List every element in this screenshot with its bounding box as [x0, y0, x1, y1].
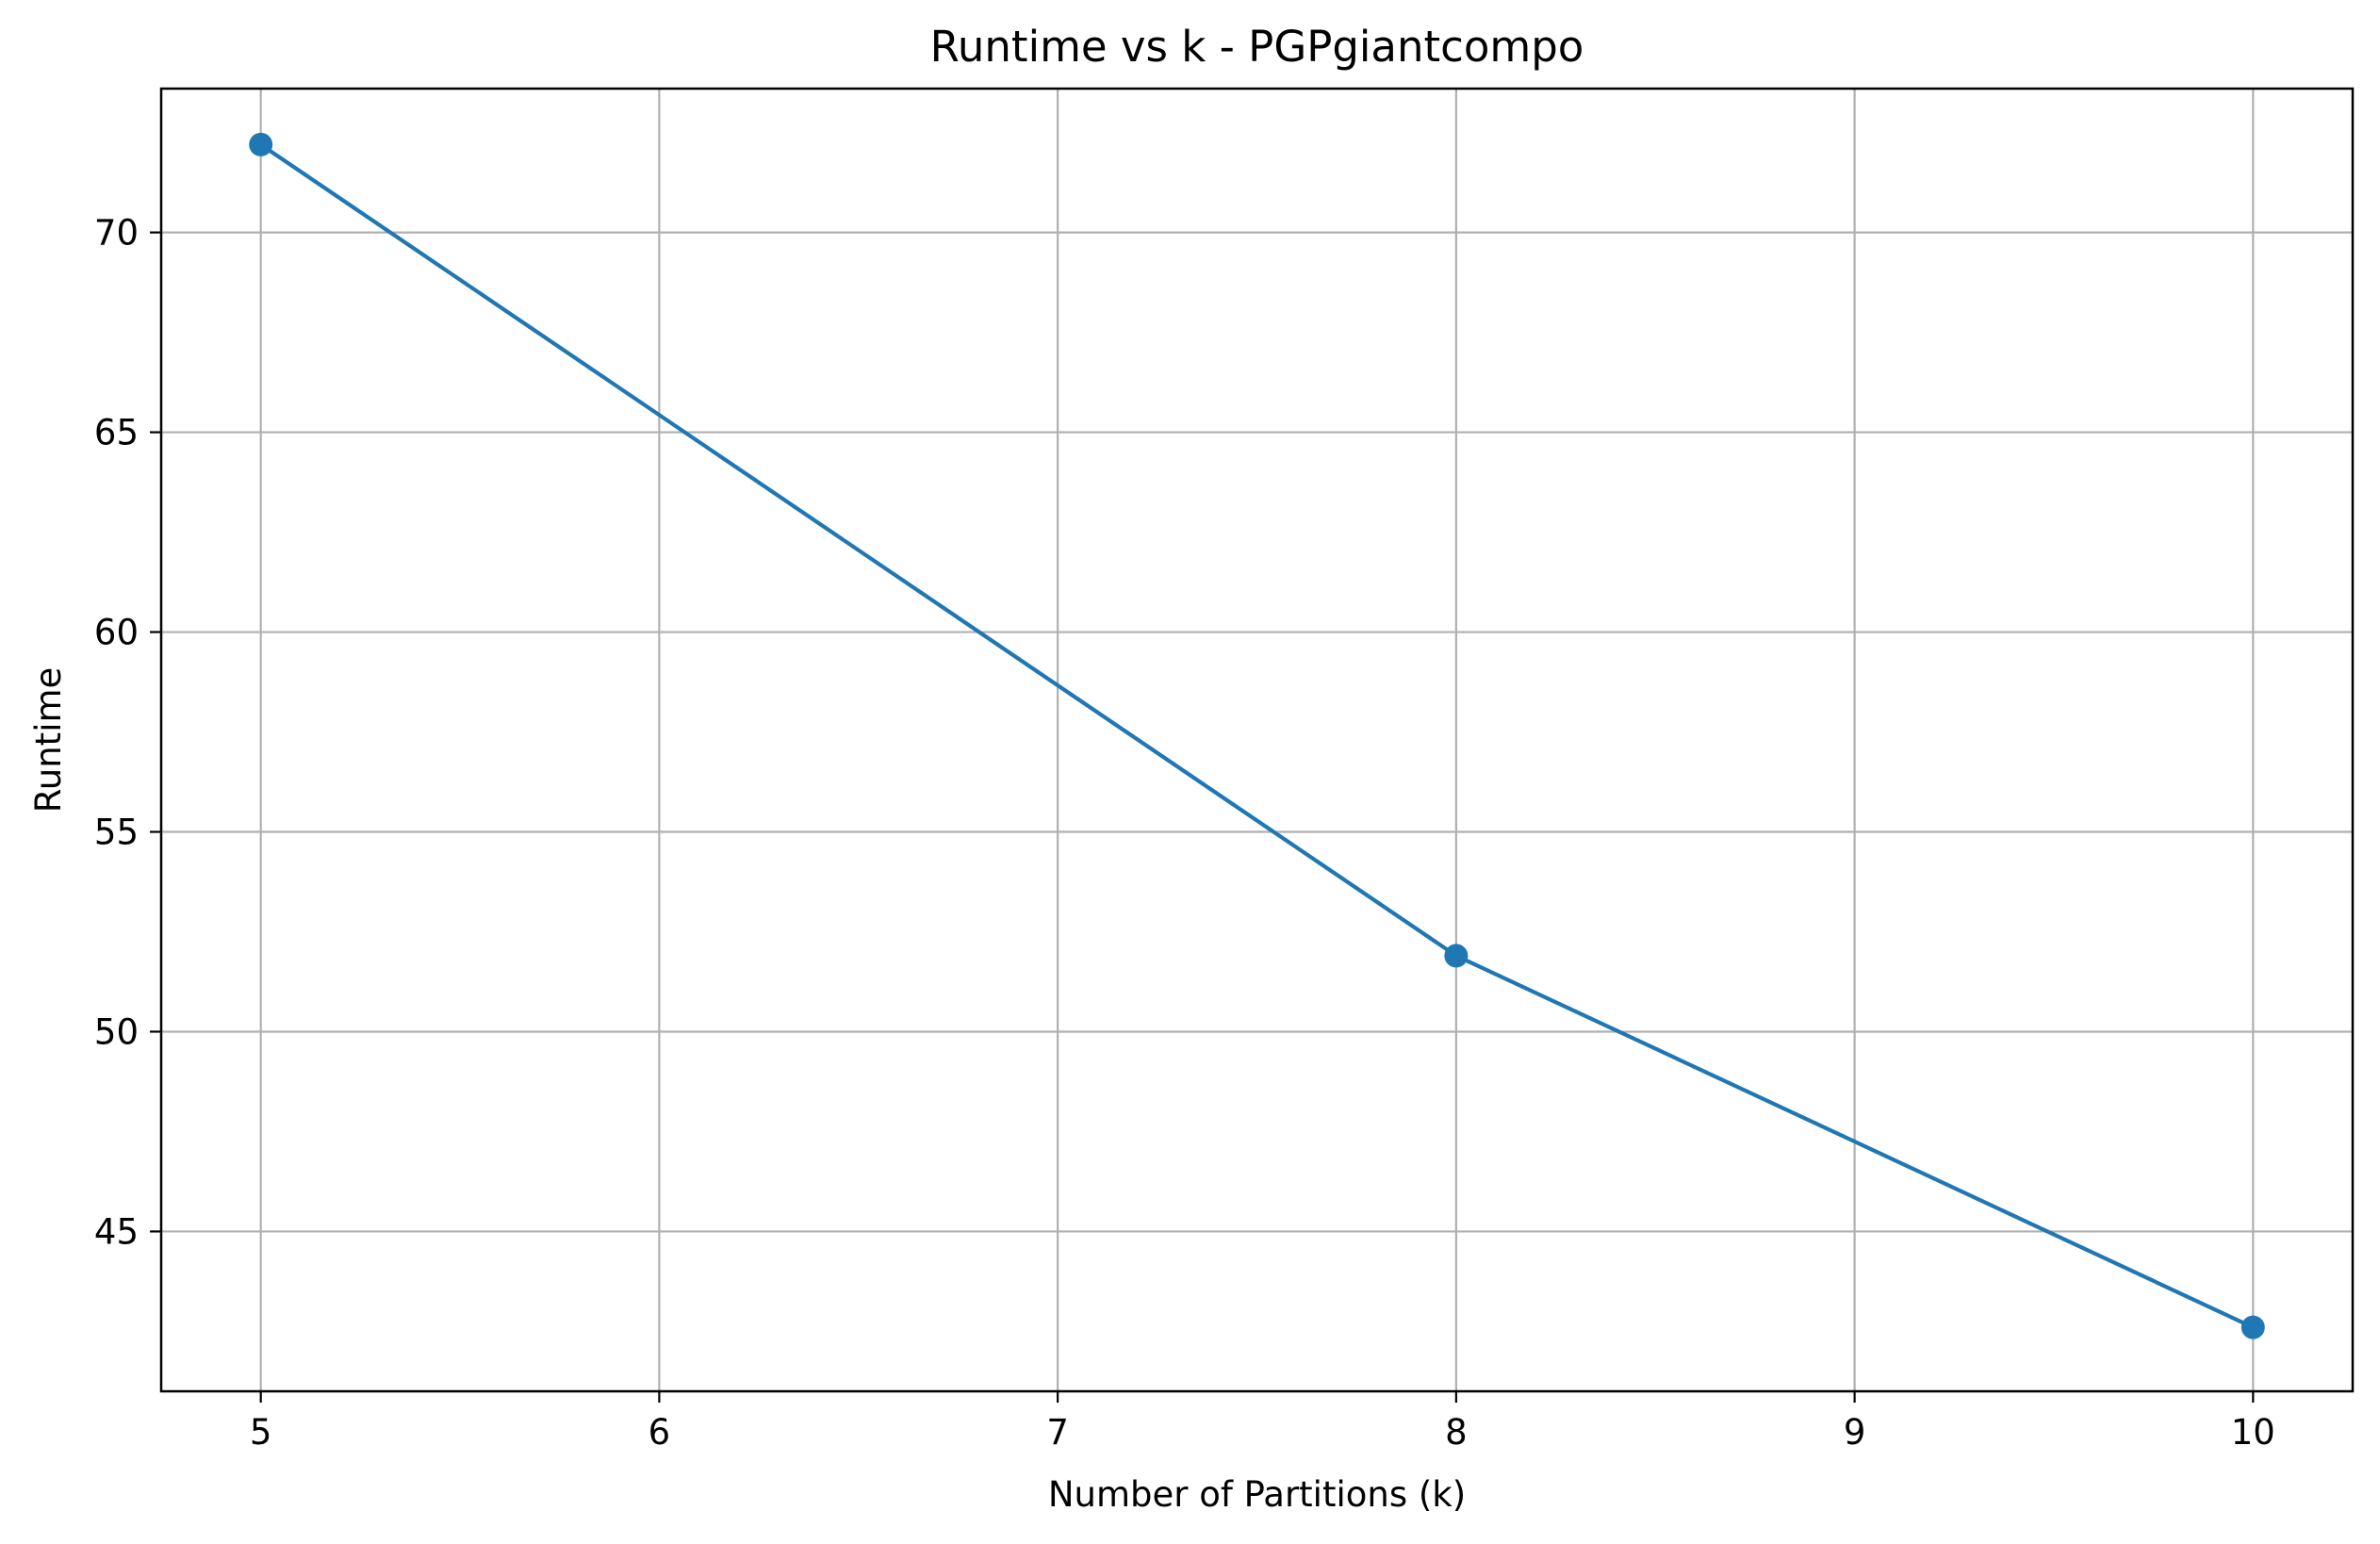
grid-lines — [161, 89, 2353, 1391]
x-tick-label: 8 — [1445, 1412, 1468, 1453]
y-tick-label: 50 — [94, 1011, 139, 1052]
x-tick-label: 6 — [648, 1412, 671, 1453]
x-tick-label: 7 — [1046, 1412, 1069, 1453]
x-tick-label: 10 — [2231, 1412, 2275, 1453]
y-tick-label: 45 — [94, 1211, 139, 1252]
x-axis-label: Number of Partitions (k) — [1048, 1474, 1466, 1515]
data-point-marker — [2240, 1315, 2265, 1339]
chart-title: Runtime vs k - PGPgiantcompo — [930, 22, 1584, 72]
data-point-marker — [1444, 944, 1469, 968]
y-axis-label: Runtime — [28, 667, 69, 813]
tick-labels: 5 6 7 8 9 10 45 50 55 60 65 70 — [94, 213, 2275, 1453]
y-tick-label: 70 — [94, 213, 139, 254]
y-tick-label: 60 — [94, 613, 139, 653]
y-tick-label: 55 — [94, 813, 139, 853]
series-layer — [249, 132, 2265, 1339]
y-tick-label: 65 — [94, 413, 139, 453]
data-point-marker — [249, 132, 273, 156]
tick-marks — [150, 231, 2255, 1403]
plot-frame — [159, 87, 2355, 1393]
x-tick-label: 9 — [1844, 1412, 1866, 1453]
x-tick-label: 5 — [250, 1412, 272, 1453]
